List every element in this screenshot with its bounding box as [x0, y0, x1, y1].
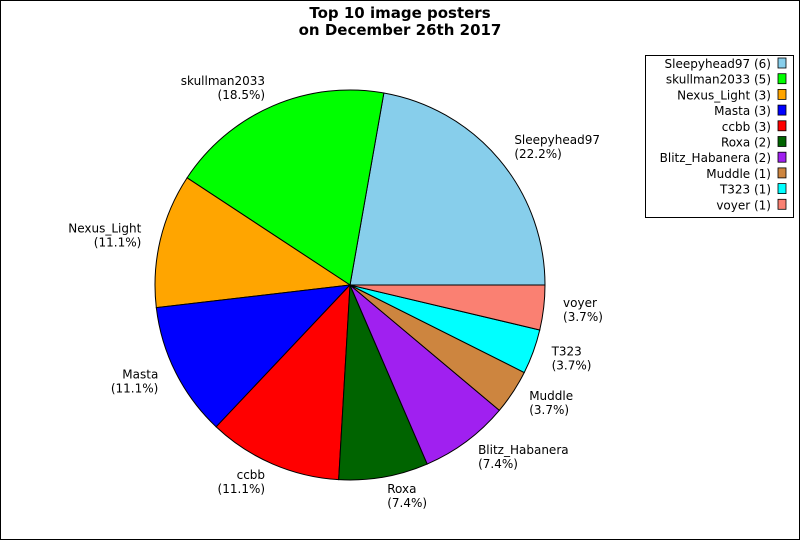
legend-label: Muddle (1) [706, 167, 771, 181]
legend-swatch [777, 57, 787, 69]
legend-label: Roxa (2) [721, 136, 771, 150]
slice-label: Blitz_Habanera [478, 443, 569, 457]
legend-label: Masta (3) [714, 104, 771, 118]
legend-label: T323 (1) [719, 183, 771, 197]
legend-swatch [777, 151, 787, 163]
slice-label: voyer [563, 296, 597, 310]
slice-label: Roxa [387, 482, 416, 496]
legend-swatch [777, 89, 787, 100]
legend-swatch [777, 104, 787, 116]
slice-value-label: (22.2%) [514, 147, 561, 161]
slice-value-label: (3.7%) [529, 403, 569, 417]
slice-value-label: (18.5%) [218, 88, 265, 102]
slice-label: ccbb [237, 468, 265, 482]
legend-label: Nexus_Light (3) [677, 88, 771, 102]
pie-slice [186, 89, 385, 286]
legend-label: ccbb (3) [722, 120, 771, 134]
slice-value-label: (3.7%) [563, 310, 603, 324]
slice-value-label: (7.4%) [478, 457, 518, 471]
slice-label: Sleepyhead97 [514, 133, 600, 147]
legend-swatch [777, 120, 787, 132]
slice-value-label: (3.7%) [552, 358, 592, 372]
legend-label: voyer (1) [716, 198, 771, 212]
pie-slice [215, 283, 351, 481]
legend-swatch [777, 183, 787, 195]
legend-swatch [777, 167, 787, 179]
legend-swatch [777, 73, 787, 85]
slice-value-label: (11.1%) [111, 381, 158, 395]
slice-label: Masta [122, 367, 158, 381]
legend-label: Sleepyhead97 (6) [665, 57, 771, 71]
slice-label: Nexus_Light [68, 222, 141, 236]
pie-slice [154, 177, 352, 309]
legend-box [645, 55, 794, 218]
pie-slice [349, 284, 546, 331]
slice-value-label: (11.1%) [218, 482, 265, 496]
slice-value-label: (7.4%) [387, 496, 427, 510]
legend-label: skullman2033 (5) [666, 73, 771, 87]
slice-label: Muddle [529, 389, 573, 403]
slice-label: skullman2033 [181, 74, 265, 88]
pie-slice [349, 92, 546, 286]
chart-title: Top 10 image posters [309, 4, 490, 22]
slice-value-label: (11.1%) [94, 236, 141, 250]
legend-label: Blitz_Habanera (2) [660, 151, 771, 165]
pie-slice [155, 284, 352, 428]
legend-swatch [777, 198, 787, 210]
legend-swatch [777, 136, 787, 147]
slice-label: T323 [551, 344, 582, 358]
chart-title: on December 26th 2017 [299, 21, 502, 39]
